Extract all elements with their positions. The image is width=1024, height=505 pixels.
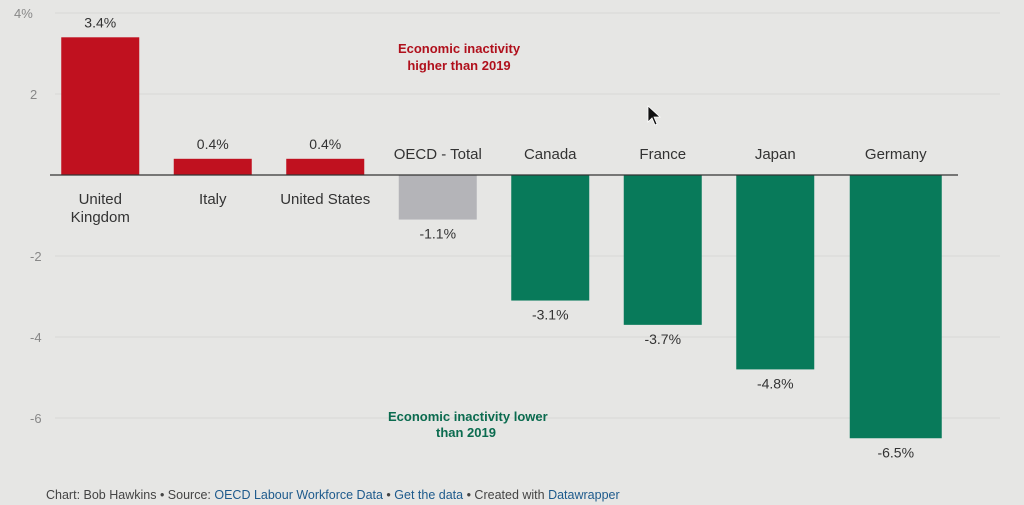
category-label: Kingdom [71, 209, 130, 226]
cursor-icon [647, 105, 662, 126]
bar-united-states [286, 158, 365, 175]
y-tick-label: -6 [30, 411, 42, 426]
annotation-higher: Economic inactivity [398, 41, 521, 56]
category-label: Germany [865, 146, 927, 163]
category-label: United States [280, 191, 370, 208]
bar-canada [511, 175, 590, 301]
bar-france [623, 175, 702, 325]
value-label: 0.4% [309, 136, 341, 152]
created-with-label: Created with [474, 488, 549, 502]
chart-author: Chart: Bob Hawkins [46, 488, 157, 502]
annotation-lower: Economic inactivity lower [388, 409, 548, 424]
category-label: United [79, 191, 122, 208]
annotation-higher: higher than 2019 [407, 58, 510, 73]
y-tick-label: -2 [30, 249, 42, 264]
value-label: -1.1% [419, 226, 456, 242]
datawrapper-link[interactable]: Datawrapper [548, 488, 620, 502]
value-label: 0.4% [197, 136, 229, 152]
y-tick-label: 4% [14, 6, 33, 21]
separator: • [156, 488, 168, 502]
bar-japan [736, 175, 815, 370]
category-label: Italy [199, 191, 227, 208]
value-label: 3.4% [84, 14, 116, 30]
category-label: Japan [755, 146, 796, 163]
value-label: -6.5% [877, 444, 914, 460]
category-label: OECD - Total [394, 146, 482, 163]
separator: • [382, 488, 395, 502]
bar-germany [849, 175, 942, 439]
value-label: -4.8% [757, 375, 794, 391]
chart-footer: Chart: Bob Hawkins • Source: OECD Labour… [46, 488, 620, 502]
bar-united-kingdom [61, 37, 140, 175]
y-tick-label: -4 [30, 330, 42, 345]
category-label: Canada [524, 146, 577, 163]
get-data-link[interactable]: Get the data [394, 488, 464, 502]
source-link[interactable]: OECD Labour Workforce Data [214, 488, 383, 502]
annotation-lower: than 2019 [436, 425, 496, 440]
value-label: -3.1% [532, 307, 569, 323]
source-label: Source: [167, 488, 215, 502]
category-label: France [639, 146, 686, 163]
y-tick-label: 2 [30, 87, 37, 102]
value-label: -3.7% [644, 331, 681, 347]
bar-italy [173, 158, 252, 175]
separator: • [463, 488, 475, 502]
bar-oecd-total [398, 175, 477, 220]
